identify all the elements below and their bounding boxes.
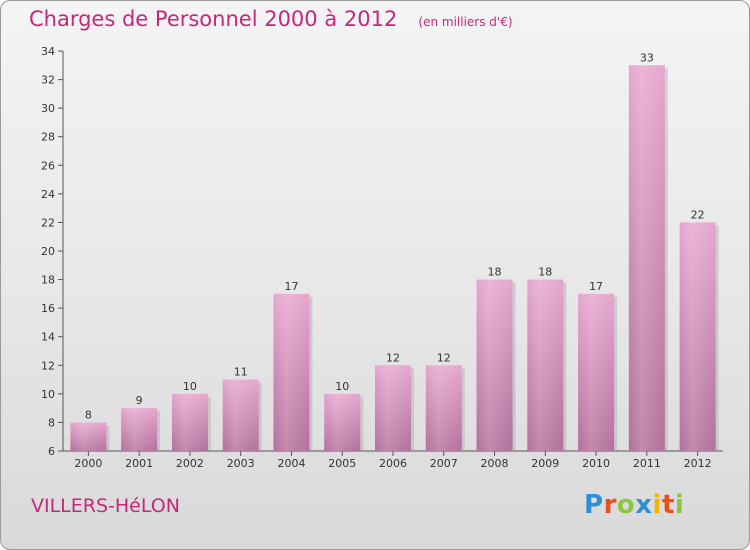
- brand-letter: x: [635, 490, 653, 520]
- data-label: 18: [488, 266, 502, 279]
- brand-letter: P: [584, 490, 604, 520]
- bar-highlight: [679, 222, 716, 451]
- proxiti-logo: Proxiti: [584, 490, 684, 520]
- x-tick-label: 2010: [582, 457, 610, 470]
- commune-name: VILLERS-HéLON: [31, 495, 180, 517]
- bar-highlight: [375, 365, 411, 451]
- brand-letter: i: [652, 490, 662, 520]
- bar-highlight: [171, 393, 208, 451]
- x-tick-label: 2004: [277, 457, 305, 470]
- bar-highlight: [324, 393, 361, 451]
- chart-title: Charges de Personnel 2000 à 2012: [29, 7, 398, 31]
- chart-title-row: Charges de Personnel 2000 à 2012 (en mil…: [29, 7, 513, 31]
- x-tick-label: 2001: [125, 457, 153, 470]
- bar-highlight: [628, 65, 665, 452]
- data-label: 8: [85, 408, 92, 421]
- data-label: 11: [234, 366, 248, 379]
- x-tick-label: 2008: [481, 457, 509, 470]
- brand-letter: o: [616, 490, 636, 520]
- bar-highlight: [527, 279, 564, 451]
- bar-highlight: [222, 379, 259, 451]
- data-label: 17: [589, 280, 603, 293]
- x-tick-label: 2012: [684, 457, 712, 470]
- bar-highlight: [425, 365, 462, 451]
- y-tick-label: 12: [41, 359, 55, 372]
- x-tick-label: 2002: [176, 457, 204, 470]
- x-tick-label: 2006: [379, 457, 407, 470]
- data-label: 33: [640, 51, 654, 64]
- data-label: 12: [437, 351, 451, 364]
- y-tick-label: 14: [41, 331, 55, 344]
- x-tick-label: 2011: [633, 457, 661, 470]
- x-tick-label: 2003: [227, 457, 255, 470]
- bar-highlight: [70, 422, 107, 451]
- data-label: 18: [538, 266, 552, 279]
- brand-letter: r: [603, 490, 617, 520]
- bar-highlight: [578, 293, 615, 451]
- y-tick-label: 18: [41, 274, 55, 287]
- x-tick-label: 2007: [430, 457, 458, 470]
- y-tick-label: 6: [48, 445, 55, 458]
- data-label: 10: [183, 380, 197, 393]
- brand-letter: t: [661, 490, 675, 520]
- y-tick-label: 22: [41, 216, 55, 229]
- y-tick-label: 24: [41, 188, 55, 201]
- data-label: 10: [335, 380, 349, 393]
- data-label: 22: [691, 208, 705, 221]
- y-tick-label: 16: [41, 302, 55, 315]
- y-tick-label: 32: [41, 74, 55, 87]
- x-tick-label: 2009: [531, 457, 559, 470]
- y-tick-label: 10: [41, 388, 55, 401]
- x-tick-label: 2000: [74, 457, 102, 470]
- chart-subtitle: (en milliers d'€): [418, 15, 513, 29]
- data-label: 12: [386, 351, 400, 364]
- bar-highlight: [476, 279, 513, 451]
- data-label: 9: [136, 394, 143, 407]
- y-tick-label: 26: [41, 159, 55, 172]
- data-label: 17: [284, 280, 298, 293]
- y-tick-label: 30: [41, 102, 55, 115]
- y-tick-label: 8: [48, 416, 55, 429]
- bar-highlight: [121, 408, 158, 451]
- x-tick-label: 2005: [328, 457, 356, 470]
- y-tick-label: 28: [41, 131, 55, 144]
- bar-highlight: [273, 293, 310, 451]
- brand-letter: i: [674, 490, 685, 520]
- y-tick-label: 20: [41, 245, 55, 258]
- y-tick-label: 34: [41, 45, 55, 58]
